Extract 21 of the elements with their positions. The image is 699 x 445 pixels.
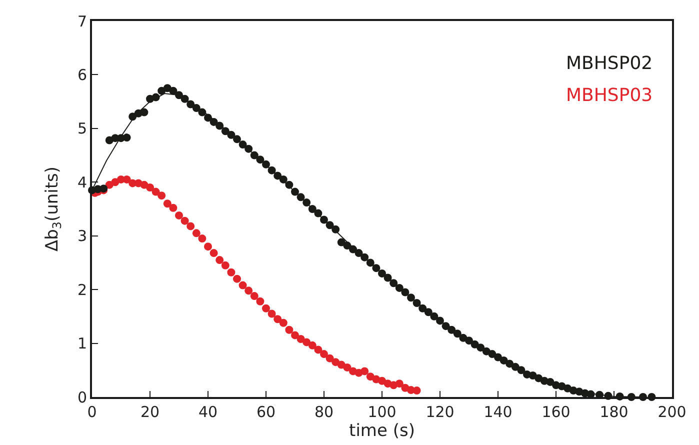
x-tick-label: 60 — [256, 403, 276, 421]
y-tick-label: 3 — [77, 227, 87, 246]
x-tick-label: 20 — [140, 403, 160, 421]
x-tick-label: 140 — [484, 403, 512, 421]
y-tick-label: 2 — [77, 280, 87, 299]
x-tick-label: 180 — [600, 403, 628, 421]
text: MBHSP03 — [566, 85, 653, 106]
x-tick-label: 100 — [368, 403, 396, 421]
y-tick-label: 6 — [77, 66, 87, 84]
x-tick-label: 40 — [198, 403, 218, 421]
x-tick-label: 200 — [658, 403, 686, 421]
x-axis-title: time (s) — [349, 421, 415, 441]
y-tick-label: 0 — [77, 388, 87, 406]
x-tick-label: 80 — [314, 403, 334, 421]
x-tick-label: 160 — [542, 403, 570, 421]
x-tick-label: 120 — [426, 403, 454, 421]
y-tick-label: 7 — [77, 12, 87, 30]
y-tick-label: 1 — [77, 334, 87, 353]
text: MBHSP02 — [566, 53, 653, 74]
y-tick-label: 5 — [77, 120, 87, 138]
y-tick-label: 4 — [77, 173, 87, 192]
